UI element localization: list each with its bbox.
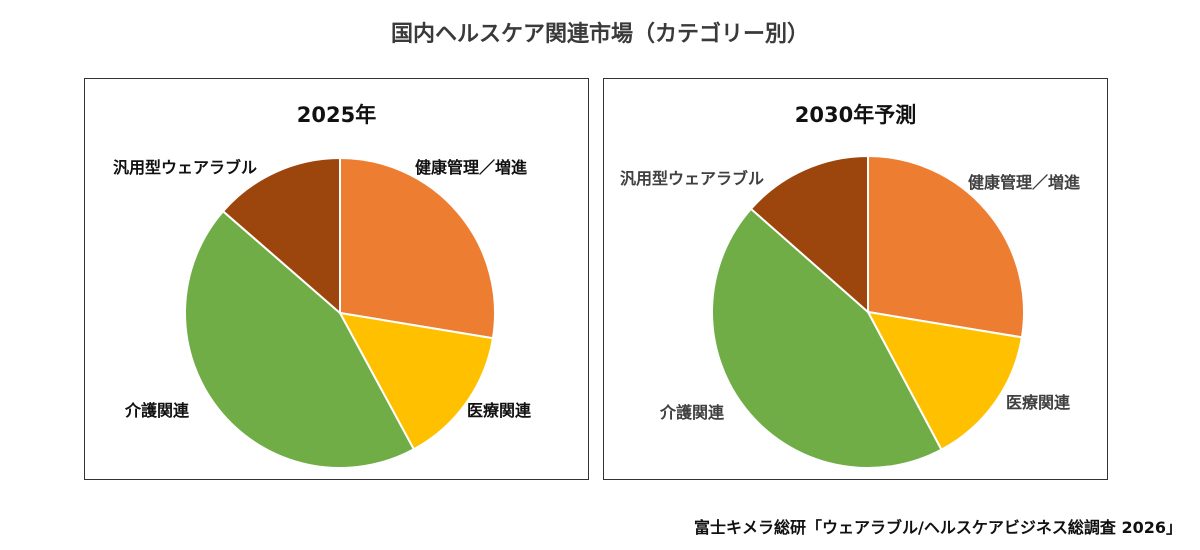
pie-title-2025: 2025年 xyxy=(296,103,377,127)
label-health-management: 健康管理／増進 xyxy=(968,173,1081,192)
label-nursing-care: 介護関連 xyxy=(125,401,190,420)
label-nursing-care: 介護関連 xyxy=(660,403,725,422)
pie-chart-2030 xyxy=(711,154,1025,469)
source-credit: 富士キメラ総研「ウェアラブル/ヘルスケアビジネス総調査 2026」 xyxy=(694,518,1182,537)
label-medical: 医療関連 xyxy=(1006,393,1071,412)
slice-health-management xyxy=(339,156,496,340)
slice-health-management xyxy=(867,154,1025,339)
pie-title-2030: 2030年予測 xyxy=(794,103,917,127)
label-medical: 医療関連 xyxy=(467,401,532,420)
chart-main-title: 国内ヘルスケア関連市場（カテゴリー別） xyxy=(390,22,809,47)
label-health-management: 健康管理／増進 xyxy=(415,158,528,177)
pie-panel-2030: 2030年予測 健康管理／増進 医療関連 介護関連 汎用型ウェアラブル xyxy=(603,78,1108,480)
slice-medical xyxy=(338,311,495,451)
label-general-wearable: 汎用型ウェアラブル xyxy=(113,158,258,177)
slice-nursing-care xyxy=(711,207,943,469)
slice-medical xyxy=(866,310,1024,451)
slice-general-wearable xyxy=(221,156,341,316)
label-general-wearable: 汎用型ウェアラブル xyxy=(620,169,765,188)
pie-chart-2025 xyxy=(184,156,496,469)
slice-general-wearable xyxy=(749,154,869,315)
slice-nursing-care xyxy=(184,209,416,469)
pie-panel-2025: 2025年 健康管理／増進 医療関連 介護関連 汎用型ウェアラブル xyxy=(84,78,589,480)
